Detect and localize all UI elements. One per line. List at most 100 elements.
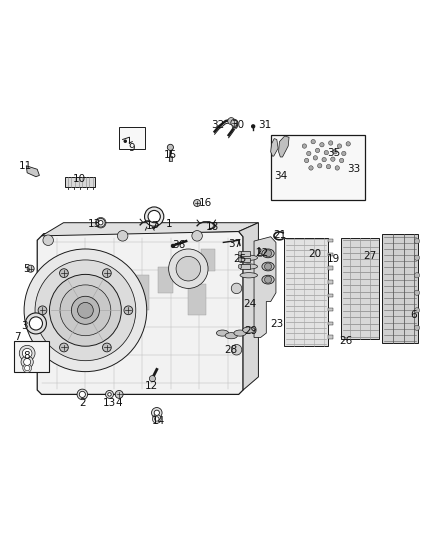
Circle shape xyxy=(24,359,31,366)
Ellipse shape xyxy=(225,333,237,339)
Circle shape xyxy=(102,343,111,352)
Circle shape xyxy=(414,308,420,313)
Text: 34: 34 xyxy=(274,171,287,181)
Text: 16: 16 xyxy=(198,198,212,207)
Circle shape xyxy=(171,244,175,248)
Text: 25: 25 xyxy=(233,254,247,264)
Polygon shape xyxy=(239,223,258,390)
Text: 4: 4 xyxy=(116,398,123,408)
Text: 29: 29 xyxy=(244,326,257,336)
Circle shape xyxy=(60,269,68,278)
Circle shape xyxy=(25,366,30,371)
Ellipse shape xyxy=(238,251,242,255)
Polygon shape xyxy=(279,136,289,157)
Text: 37: 37 xyxy=(228,239,241,249)
Text: 22: 22 xyxy=(255,248,268,259)
Circle shape xyxy=(96,219,105,227)
Circle shape xyxy=(231,344,242,355)
Circle shape xyxy=(49,274,121,346)
Circle shape xyxy=(307,151,311,156)
Ellipse shape xyxy=(238,264,242,269)
Text: 24: 24 xyxy=(243,298,256,309)
Bar xyxy=(14,341,49,373)
Circle shape xyxy=(27,265,34,272)
Circle shape xyxy=(124,306,133,314)
Text: 12: 12 xyxy=(145,381,158,391)
Circle shape xyxy=(231,119,238,126)
Polygon shape xyxy=(271,139,278,156)
Bar xyxy=(328,308,333,311)
Text: 7: 7 xyxy=(14,332,21,342)
Bar xyxy=(328,239,333,243)
Bar xyxy=(258,253,261,256)
Bar xyxy=(341,238,379,339)
Text: 27: 27 xyxy=(364,251,377,261)
Circle shape xyxy=(29,317,42,330)
Text: 14: 14 xyxy=(152,416,165,426)
Circle shape xyxy=(414,238,420,244)
Bar xyxy=(201,249,215,271)
Text: 5: 5 xyxy=(23,264,30,273)
Bar xyxy=(188,284,206,314)
Circle shape xyxy=(331,157,335,161)
Circle shape xyxy=(145,207,164,226)
Circle shape xyxy=(106,391,113,398)
Bar xyxy=(65,177,95,187)
Circle shape xyxy=(251,124,255,128)
Text: 36: 36 xyxy=(172,240,185,251)
Bar xyxy=(328,335,333,339)
Bar xyxy=(271,135,365,200)
Circle shape xyxy=(43,235,53,246)
Text: 13: 13 xyxy=(88,219,101,229)
Circle shape xyxy=(21,356,33,368)
Circle shape xyxy=(342,151,346,156)
Circle shape xyxy=(228,118,235,125)
Circle shape xyxy=(302,144,307,148)
Circle shape xyxy=(176,256,201,281)
Circle shape xyxy=(265,276,272,283)
Circle shape xyxy=(339,158,344,163)
Circle shape xyxy=(309,166,313,170)
Text: 23: 23 xyxy=(270,319,283,329)
Ellipse shape xyxy=(243,327,255,333)
Circle shape xyxy=(102,269,111,278)
Text: 19: 19 xyxy=(327,254,340,264)
Text: 3: 3 xyxy=(21,321,28,330)
Circle shape xyxy=(311,140,315,144)
Text: 35: 35 xyxy=(327,149,340,158)
Circle shape xyxy=(194,199,201,206)
Bar xyxy=(328,253,333,256)
Bar xyxy=(119,127,145,149)
Circle shape xyxy=(38,306,47,314)
Text: 8: 8 xyxy=(23,351,30,361)
Circle shape xyxy=(77,389,88,400)
Circle shape xyxy=(169,249,208,288)
Text: 15: 15 xyxy=(164,150,177,160)
Bar xyxy=(284,238,328,346)
Text: 31: 31 xyxy=(258,120,272,131)
Circle shape xyxy=(192,231,202,241)
Circle shape xyxy=(414,255,420,260)
Ellipse shape xyxy=(262,275,274,284)
Circle shape xyxy=(149,376,155,382)
Circle shape xyxy=(414,273,420,278)
Ellipse shape xyxy=(240,255,258,260)
Circle shape xyxy=(25,313,46,334)
Circle shape xyxy=(313,156,318,160)
Bar xyxy=(328,321,333,325)
Circle shape xyxy=(148,211,160,223)
Circle shape xyxy=(414,290,420,295)
Ellipse shape xyxy=(238,258,242,262)
Circle shape xyxy=(71,296,99,324)
Bar xyxy=(328,266,333,270)
Circle shape xyxy=(152,415,161,423)
Circle shape xyxy=(315,148,320,152)
Ellipse shape xyxy=(262,262,274,271)
Bar xyxy=(382,233,418,343)
Text: 6: 6 xyxy=(410,310,417,320)
Text: 10: 10 xyxy=(73,174,86,184)
Text: 28: 28 xyxy=(225,345,238,355)
Circle shape xyxy=(167,144,173,150)
Circle shape xyxy=(320,142,324,147)
Bar xyxy=(240,251,250,255)
